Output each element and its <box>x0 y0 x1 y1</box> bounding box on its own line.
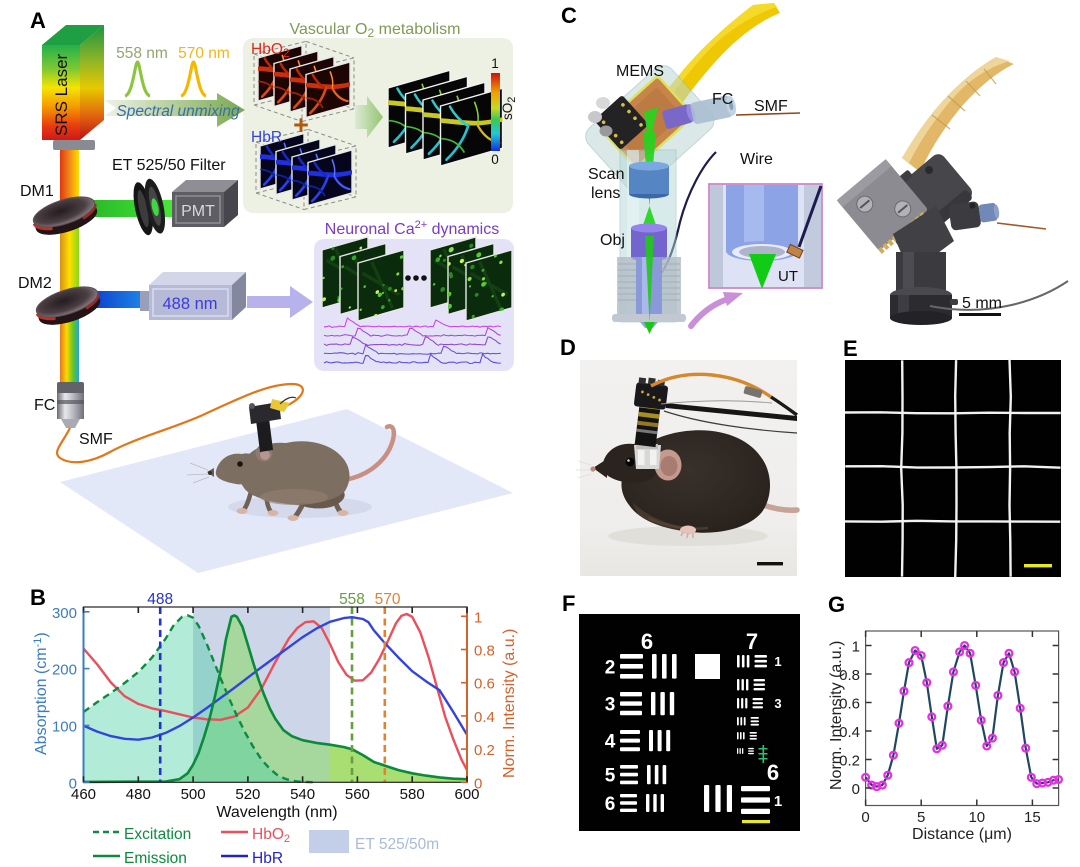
svg-text:0: 0 <box>861 809 869 826</box>
svg-text:ET 525/50m: ET 525/50m <box>355 836 439 853</box>
svg-text:UT: UT <box>778 268 798 285</box>
svg-text:488: 488 <box>147 591 173 608</box>
svg-text:Scan: Scan <box>588 166 624 183</box>
svg-text:460: 460 <box>71 786 96 803</box>
svg-text:MEMS: MEMS <box>616 63 664 80</box>
svg-text:0.4: 0.4 <box>839 724 860 741</box>
svg-text:1: 1 <box>491 56 499 71</box>
svg-text:0: 0 <box>474 775 482 792</box>
svg-text:G: G <box>828 592 845 617</box>
svg-text:Norm. Intensity (a.u.): Norm. Intensity (a.u.) <box>828 641 845 790</box>
svg-text:C: C <box>561 3 577 28</box>
svg-text:10: 10 <box>968 809 985 826</box>
svg-text:5: 5 <box>605 766 616 787</box>
svg-text:300: 300 <box>52 605 77 622</box>
svg-text:15: 15 <box>1024 809 1041 826</box>
svg-text:480: 480 <box>126 786 151 803</box>
svg-text:600: 600 <box>454 786 479 803</box>
svg-text:558: 558 <box>339 591 365 608</box>
svg-text:0.8: 0.8 <box>839 667 860 684</box>
svg-text:560: 560 <box>345 786 370 803</box>
svg-text:1: 1 <box>474 609 482 626</box>
svg-text:Spectral unmixing: Spectral unmixing <box>116 103 240 120</box>
svg-text:0.8: 0.8 <box>474 643 495 660</box>
svg-text:Obj: Obj <box>600 232 625 249</box>
svg-text:PMT: PMT <box>181 203 215 220</box>
svg-text:Wire: Wire <box>740 151 773 168</box>
svg-text:E: E <box>843 336 858 361</box>
svg-text:4: 4 <box>605 732 616 753</box>
svg-text:558 nm: 558 nm <box>116 45 168 62</box>
svg-text:1: 1 <box>774 793 782 810</box>
svg-text:580: 580 <box>400 786 425 803</box>
svg-text:Wavelength (nm): Wavelength (nm) <box>216 804 337 821</box>
svg-text:100: 100 <box>52 719 77 736</box>
svg-text:Emission: Emission <box>124 850 187 867</box>
svg-text:6: 6 <box>767 760 779 785</box>
svg-text:lens: lens <box>591 185 620 202</box>
svg-text:5 mm: 5 mm <box>962 295 1002 312</box>
svg-text:Distance (μm): Distance (μm) <box>912 826 1012 843</box>
svg-text:3: 3 <box>774 696 781 711</box>
svg-text:SRS Laser: SRS Laser <box>52 53 71 136</box>
svg-text:0.2: 0.2 <box>839 753 860 770</box>
svg-text:0: 0 <box>69 775 77 792</box>
svg-text:Absorption (cm-1): Absorption (cm-1) <box>32 632 50 755</box>
svg-text:FC: FC <box>712 91 733 108</box>
svg-text:5: 5 <box>917 809 925 826</box>
svg-text:A: A <box>30 8 46 33</box>
svg-text:DM2: DM2 <box>18 275 52 292</box>
svg-text:500: 500 <box>181 786 206 803</box>
svg-text:SMF: SMF <box>754 98 788 115</box>
svg-text:F: F <box>562 591 575 616</box>
svg-text:488 nm: 488 nm <box>162 295 217 313</box>
svg-text:6: 6 <box>641 629 653 654</box>
svg-text:7: 7 <box>746 629 758 654</box>
svg-text:DM1: DM1 <box>20 183 54 200</box>
svg-text:HbR: HbR <box>252 850 283 867</box>
svg-text:3: 3 <box>605 695 616 716</box>
svg-text:200: 200 <box>52 662 77 679</box>
svg-text:Neuronal Ca2+ dynamics: Neuronal Ca2+ dynamics <box>325 219 499 238</box>
svg-text:Norm. Intensity (a.u.): Norm. Intensity (a.u.) <box>501 629 518 778</box>
svg-text:2: 2 <box>605 657 616 678</box>
svg-text:0.6: 0.6 <box>839 696 860 713</box>
svg-text:1: 1 <box>852 639 860 656</box>
svg-text:570 nm: 570 nm <box>178 45 230 62</box>
svg-text:ET 525/50 Filter: ET 525/50 Filter <box>112 157 226 174</box>
svg-text:520: 520 <box>235 786 260 803</box>
svg-text:B: B <box>30 585 46 610</box>
svg-text:0.4: 0.4 <box>474 709 495 726</box>
svg-text:0.6: 0.6 <box>474 676 495 693</box>
svg-text:Excitation: Excitation <box>124 826 191 843</box>
svg-text:0: 0 <box>852 781 860 798</box>
svg-text:1: 1 <box>774 654 781 669</box>
svg-text:Vascular O2 metabolism: Vascular O2 metabolism <box>290 21 461 40</box>
svg-text:HbO2: HbO2 <box>251 41 290 60</box>
svg-text:HbO2: HbO2 <box>252 826 290 845</box>
svg-text:6: 6 <box>605 794 616 815</box>
svg-text:0.2: 0.2 <box>474 742 495 759</box>
svg-text:FC: FC <box>34 397 55 414</box>
svg-text:0: 0 <box>491 152 499 167</box>
svg-text:570: 570 <box>375 591 401 608</box>
svg-text:+: + <box>293 110 309 140</box>
svg-text:HbR: HbR <box>251 129 282 146</box>
svg-text:D: D <box>560 335 576 360</box>
svg-text:SMF: SMF <box>79 431 113 448</box>
svg-text:540: 540 <box>290 786 315 803</box>
